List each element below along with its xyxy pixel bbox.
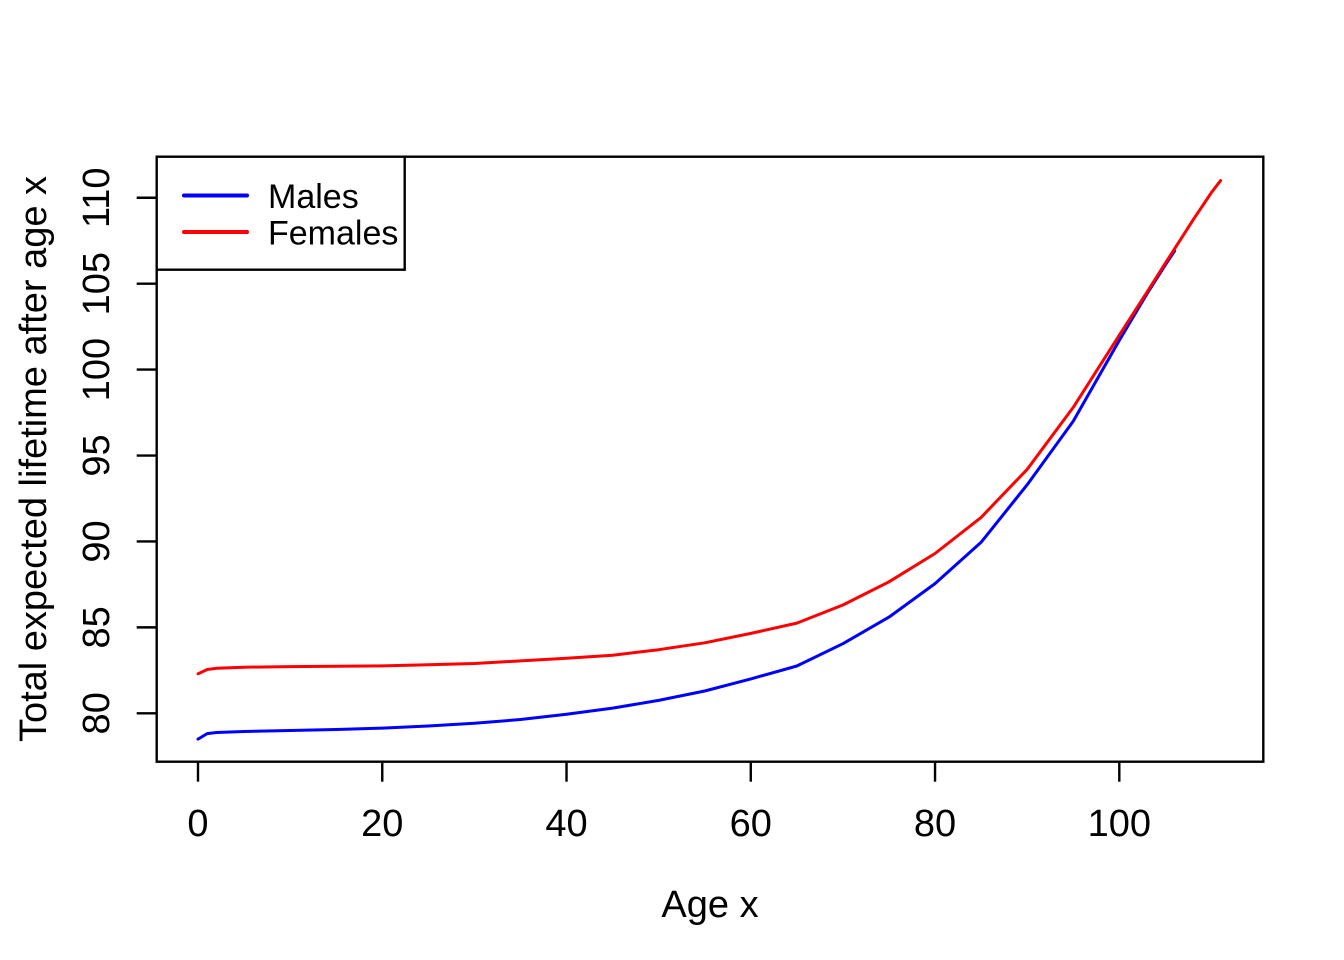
series-line-males xyxy=(196,249,1177,741)
x-axis-tick-label: 20 xyxy=(361,803,403,845)
y-axis-tick-label: 105 xyxy=(76,252,118,315)
x-axis-tick-label: 0 xyxy=(187,803,208,845)
series-line-females xyxy=(196,179,1223,676)
x-axis-title: Age x xyxy=(661,884,758,926)
plot-box xyxy=(155,155,1265,763)
y-axis-tick-label: 95 xyxy=(76,434,118,476)
legend-label-males: Males xyxy=(268,178,359,216)
y-axis-title: Total expected lifetime after age x xyxy=(13,176,55,742)
x-axis-tick-label: 40 xyxy=(545,803,587,845)
x-axis-tick-label: 80 xyxy=(914,803,956,845)
y-axis-tick-label: 90 xyxy=(76,520,118,562)
legend-label-females: Females xyxy=(268,215,398,253)
x-axis-tick-label: 100 xyxy=(1088,803,1151,845)
legend-box xyxy=(155,155,406,271)
y-axis-tick-label: 85 xyxy=(76,606,118,648)
y-axis-tick-label: 110 xyxy=(76,167,118,228)
y-axis-tick-label: 80 xyxy=(76,692,118,734)
x-axis-tick-label: 60 xyxy=(730,803,772,845)
y-axis-tick-label: 100 xyxy=(76,338,118,401)
